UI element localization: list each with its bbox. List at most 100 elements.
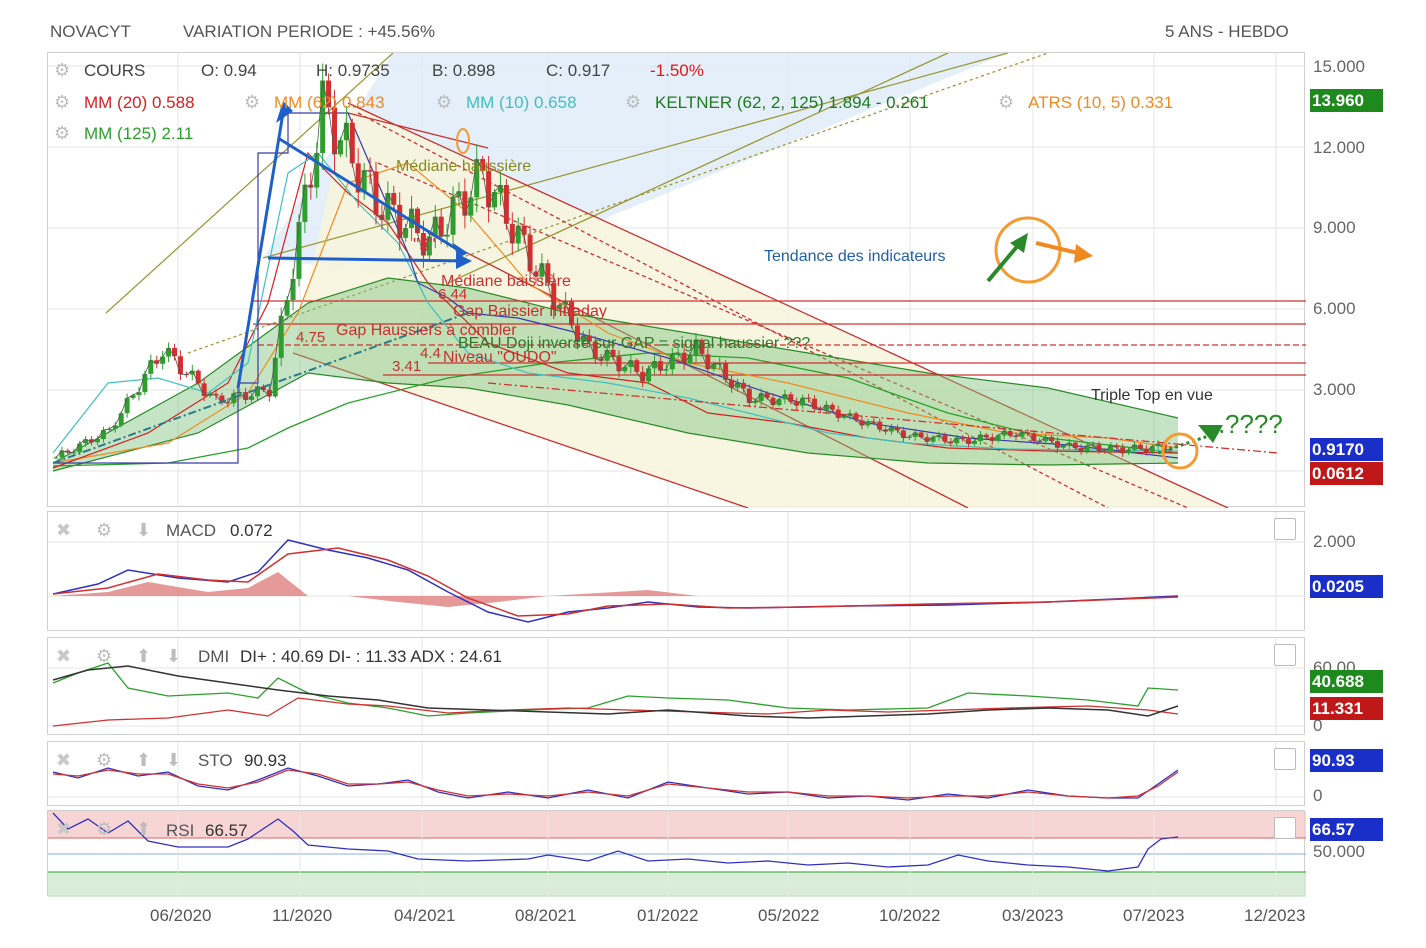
- candle-body: [894, 427, 900, 431]
- close-icon[interactable]: ✖: [56, 646, 72, 666]
- candle-body: [569, 300, 575, 326]
- candle-body: [948, 441, 954, 444]
- panel-checkbox[interactable]: [1274, 518, 1296, 540]
- candle-body: [883, 429, 889, 432]
- period-label: 5 ANS - HEBDO: [1165, 22, 1289, 41]
- legend-mm10: MM (10) 0.658: [466, 93, 577, 112]
- candle-body: [563, 300, 569, 305]
- candle-body: [1108, 445, 1114, 452]
- candle-body: [391, 192, 397, 205]
- sto-panel[interactable]: ✖ ⚙ ⬆ ⬇ STO 90.93: [47, 741, 1306, 807]
- candle-body: [1096, 444, 1102, 451]
- candle-body: [278, 315, 284, 358]
- di-minus-line: [52, 697, 1179, 727]
- candle-body: [574, 325, 580, 342]
- macd-chart: [48, 512, 1306, 632]
- price-panel[interactable]: Médiane haussière Médiane baissière Gap …: [47, 52, 1306, 508]
- dmi-badge-minus: 11.331: [1310, 697, 1383, 720]
- candles: [53, 63, 1173, 462]
- gear-icon[interactable]: ⚙: [625, 92, 642, 112]
- candle-body: [1031, 433, 1037, 441]
- candle-body: [936, 435, 942, 438]
- candle-body: [610, 349, 616, 357]
- arrow-down-icon[interactable]: ⬇: [166, 646, 182, 666]
- close-icon[interactable]: ✖: [56, 520, 72, 540]
- legend-mm125: MM (125) 2.11: [84, 124, 194, 143]
- legend-cours: COURS: [84, 61, 146, 80]
- candle-body: [373, 171, 379, 215]
- gear-icon[interactable]: ⚙: [54, 92, 71, 112]
- legend-close: C: 0.917: [546, 61, 611, 80]
- rsi-panel[interactable]: ✖ ⚙ ⬆ RSI 66.57: [47, 810, 1306, 897]
- panel-checkbox[interactable]: [1274, 644, 1296, 666]
- candle-body: [474, 159, 480, 198]
- candle-body: [1060, 445, 1066, 448]
- candle-body: [1043, 436, 1049, 442]
- panel-checkbox[interactable]: [1274, 748, 1296, 770]
- candle-body: [355, 163, 361, 193]
- candle-body: [681, 352, 687, 364]
- dmi-panel[interactable]: ✖ ⚙ ⬆ ⬇ DMI DI+ : 40.69 DI- : 11.33 ADX …: [47, 637, 1306, 736]
- candle-body: [142, 373, 148, 393]
- gear-icon[interactable]: ⚙: [998, 92, 1015, 112]
- close-icon[interactable]: ✖: [56, 819, 72, 839]
- candle-body: [456, 191, 462, 197]
- gear-icon[interactable]: ⚙: [96, 750, 113, 770]
- candle-body: [302, 184, 308, 222]
- candle-body: [207, 393, 213, 396]
- candle-body: [53, 457, 59, 459]
- candle-body: [960, 437, 966, 439]
- candle-body: [243, 392, 249, 400]
- gear-icon[interactable]: ⚙: [96, 819, 113, 839]
- blue-trend-lines: [236, 112, 469, 389]
- candle-body: [337, 140, 343, 155]
- candle-body: [829, 404, 835, 410]
- arrow-down-icon[interactable]: ⬇: [166, 750, 182, 770]
- sto-value: 90.93: [244, 751, 287, 770]
- gear-icon[interactable]: ⚙: [54, 60, 71, 80]
- candle-body: [272, 357, 278, 397]
- candle-body: [130, 395, 136, 399]
- panel-checkbox[interactable]: [1274, 817, 1296, 839]
- candle-body: [634, 360, 640, 372]
- candle-body: [414, 208, 420, 234]
- candle-body: [942, 435, 948, 442]
- gear-icon[interactable]: ⚙: [54, 123, 71, 143]
- close-icon[interactable]: ✖: [56, 750, 72, 770]
- candle-body: [71, 452, 77, 454]
- legend-atrs: ATRS (10, 5) 0.331: [1028, 93, 1174, 112]
- candle-body: [420, 233, 426, 256]
- price-close-line: [55, 80, 1171, 458]
- gear-icon[interactable]: ⚙: [96, 520, 113, 540]
- candle-body: [539, 263, 545, 277]
- candle-body: [462, 191, 468, 216]
- candle-body: [284, 300, 290, 316]
- annotation-beau-doji: BEAU Doji inversé sur GAP = signal hauss…: [458, 335, 810, 352]
- bearish-fork-lines: [292, 102, 1229, 508]
- gear-icon[interactable]: ⚙: [436, 92, 453, 112]
- rsi-badge: 66.57: [1310, 818, 1383, 841]
- adx-line: [52, 665, 1179, 719]
- sto-chart: [48, 742, 1306, 807]
- legend-open: O: 0.94: [201, 61, 257, 80]
- arrow-up-icon[interactable]: ⬆: [136, 819, 152, 839]
- candle-body: [106, 428, 112, 431]
- gear-icon[interactable]: ⚙: [96, 646, 113, 666]
- date-tick: 01/2022: [637, 906, 699, 925]
- red-dashdot-trendline: [487, 382, 1279, 454]
- arrow-up-icon[interactable]: ⬆: [136, 646, 152, 666]
- candle-body: [889, 427, 895, 432]
- candle-body: [545, 263, 551, 283]
- sto-tick-zero: 0: [1313, 786, 1323, 805]
- dmi-badge-plus: 40.688: [1310, 670, 1383, 693]
- arrow-up-icon[interactable]: ⬆: [136, 750, 152, 770]
- macd-panel[interactable]: ✖ ⚙ ⬇ MACD 0.072: [47, 511, 1306, 632]
- candle-body: [912, 432, 918, 437]
- gear-icon[interactable]: ⚙: [244, 92, 261, 112]
- candle-body: [966, 438, 972, 444]
- arrow-down-icon[interactable]: ⬇: [136, 520, 152, 540]
- candle-body: [367, 170, 373, 172]
- candle-body: [1013, 435, 1019, 437]
- candle-body: [343, 122, 349, 141]
- date-tick: 07/2023: [1123, 906, 1185, 925]
